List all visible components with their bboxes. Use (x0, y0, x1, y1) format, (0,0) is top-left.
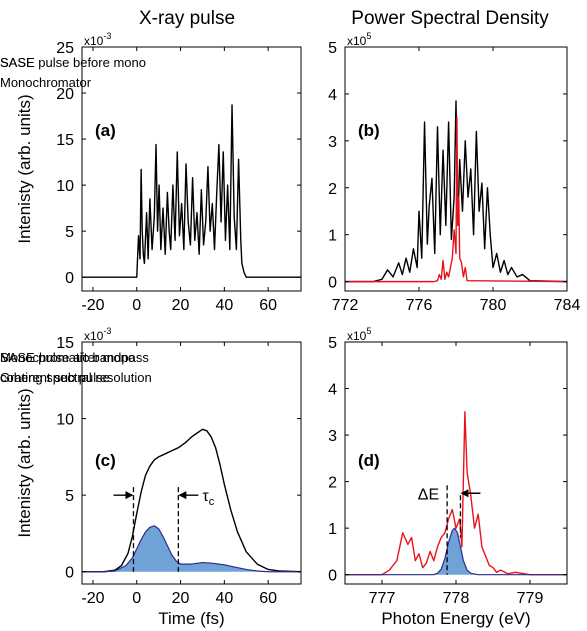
y-tick-label: 1 (328, 521, 337, 538)
y-tick-label: 0 (328, 275, 337, 292)
legend: SASE pulse before mono (0, 55, 146, 70)
y-exponent: x10-3 (84, 31, 111, 48)
y-exponent: x10-3 (84, 326, 111, 343)
legend-entry: coherent sub pulse (0, 370, 110, 385)
legend-entry: Monochromatic bandpass (0, 350, 149, 365)
panel-label: (b) (358, 121, 380, 140)
legend-entry: SASE pulse before mono (0, 55, 146, 70)
panel-a: -20 0 20 40 60 0 5 10 15 20 25 x10-3 Intenisty (arb.… (0, 31, 302, 314)
arrow-head (125, 491, 134, 500)
tau-subscript: c (209, 496, 215, 508)
y-tick-label: 15 (56, 335, 74, 352)
panel-label: (a) (95, 121, 116, 140)
y-tick-label: 0 (65, 270, 74, 287)
axes-frame (81, 341, 302, 585)
y-exponent-power: 5 (366, 326, 371, 336)
series-line-1 (345, 116, 567, 283)
x-tick-label: 784 (554, 297, 581, 314)
x-tick-label: -20 (81, 590, 104, 607)
series-line-0 (345, 100, 567, 283)
panel-label: (d) (358, 451, 380, 470)
axes-frame (81, 46, 302, 292)
y-exponent: x105 (347, 31, 371, 48)
y-tick-label: 1 (328, 228, 337, 245)
y-tick-label: 5 (328, 335, 337, 352)
y-tick-label: 25 (56, 40, 74, 57)
plot-area (82, 428, 301, 573)
x-tick-label: 772 (332, 297, 359, 314)
y-exponent-power: -3 (103, 31, 111, 41)
x-tick-label: -20 (81, 297, 104, 314)
y-tick-label: 0 (65, 565, 74, 582)
delta-e-label: ΔE (418, 486, 439, 503)
legend-entry: SASE (0, 55, 35, 70)
x-tick-label: 40 (215, 590, 233, 607)
y-axis-label: Intenisty (arb. units) (15, 94, 34, 243)
y-tick-label: 10 (56, 412, 74, 429)
x-tick-label: 776 (406, 297, 433, 314)
x-tick-label: 0 (132, 297, 141, 314)
arrow-head (460, 489, 469, 498)
y-tick-label: 5 (328, 40, 337, 57)
series-line-0 (82, 104, 301, 278)
y-tick-label: 3 (328, 134, 337, 151)
series-line-0 (345, 411, 567, 576)
x-tick-label: 60 (259, 297, 277, 314)
plot-area (345, 411, 567, 576)
x-tick-label: 40 (215, 297, 233, 314)
column-title-left: X-ray pulse (139, 8, 235, 29)
legend-entry: Monochromator (0, 75, 92, 90)
x-axis-label: Time (fs) (158, 609, 224, 628)
panel-label: (c) (95, 451, 116, 470)
series-line-1 (345, 527, 567, 576)
y-tick-label: 3 (328, 428, 337, 445)
x-tick-label: 20 (172, 297, 190, 314)
y-exponent: x105 (347, 326, 371, 343)
arrow-head (178, 491, 187, 500)
y-tick-label: 20 (56, 86, 74, 103)
series-fill-1 (82, 525, 301, 572)
series-fill-1 (345, 528, 567, 575)
x-tick-label: 60 (259, 590, 277, 607)
delta-e-annotation: ΔE (418, 485, 481, 575)
tau-label: τc (202, 488, 214, 508)
y-exponent-power: 5 (366, 31, 371, 41)
x-tick-label: 20 (172, 590, 190, 607)
legend-entry: SASE pulse after mono (0, 350, 135, 365)
x-tick-label: 0 (132, 590, 141, 607)
y-exponent-power: -3 (103, 326, 111, 336)
y-tick-label: 2 (328, 475, 337, 492)
legend: SASE pulse after mono coherent sub pulse (0, 350, 135, 385)
plot-area (82, 104, 301, 278)
axes-frame (344, 46, 568, 292)
series-line-1 (82, 525, 301, 573)
x-tick-label: 777 (369, 590, 396, 607)
x-axis-label: Photon Energy (eV) (381, 609, 530, 628)
y-tick-label: 5 (65, 224, 74, 241)
y-tick-label: 10 (56, 178, 74, 195)
column-title-right: Power Spectral Density (351, 8, 549, 29)
y-tick-label: 5 (65, 488, 74, 505)
legend-entry: Grating spectral resolution (0, 370, 152, 385)
plot-area (345, 100, 567, 283)
y-tick-label: 2 (328, 181, 337, 198)
x-tick-label: 778 (443, 590, 470, 607)
legend: Monochromatic bandpass Grating spectral r… (0, 350, 152, 385)
x-tick-label: 780 (480, 297, 507, 314)
y-tick-label: 4 (328, 382, 337, 399)
x-tick-label: 779 (517, 590, 544, 607)
y-tick-label: 15 (56, 132, 74, 149)
y-axis-label: Intenisty (arb. units) (15, 388, 34, 537)
legend: SASE Monochromator (0, 55, 92, 90)
y-tick-label: 0 (328, 568, 337, 585)
y-tick-label: 4 (328, 87, 337, 104)
series-line-0 (82, 428, 301, 573)
